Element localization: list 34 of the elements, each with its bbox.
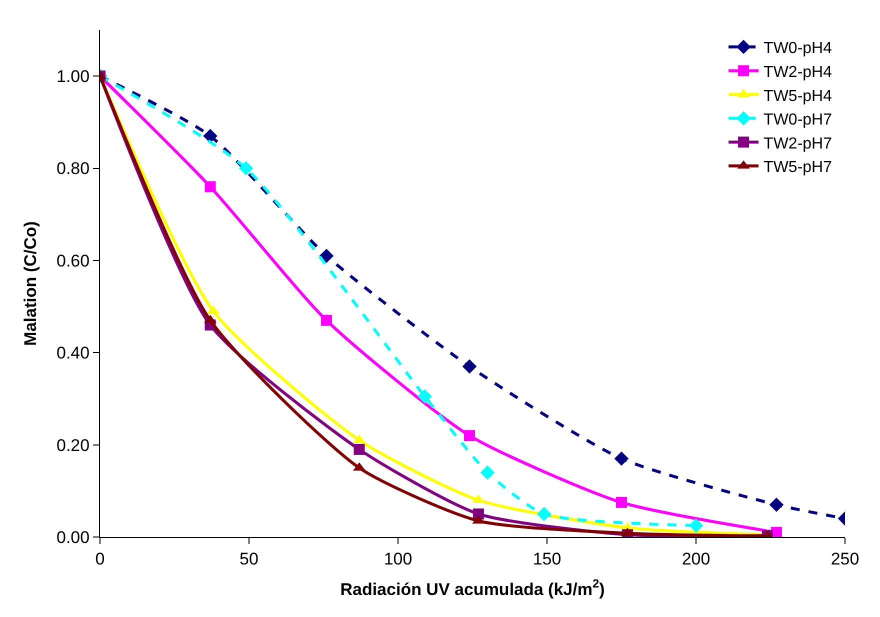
y-tick-label: 0.20 <box>56 436 90 455</box>
point <box>204 181 216 192</box>
x-tick-label: 50 <box>240 549 258 568</box>
x-tick-label: 150 <box>532 549 562 568</box>
legend-label: TW0-pH4 <box>764 40 832 58</box>
legend-label: TW0-pH7 <box>764 112 832 129</box>
y-tick-label: 0.00 <box>56 528 90 547</box>
point <box>354 444 365 455</box>
point <box>319 248 334 263</box>
point <box>320 314 332 326</box>
point <box>480 465 495 480</box>
legend-label: TW2-pH7 <box>764 135 832 152</box>
legend-label: TW5-pH7 <box>764 159 832 176</box>
point <box>688 518 704 533</box>
y-tick-label: 0.80 <box>56 159 90 178</box>
legend-label: TW5-pH4 <box>764 88 832 105</box>
x-tick-label: 100 <box>384 549 412 568</box>
y-tick-label: 0.40 <box>56 344 90 363</box>
point <box>769 498 784 512</box>
point <box>616 496 627 508</box>
point <box>464 430 476 442</box>
y-tick-label: 1.00 <box>56 67 90 86</box>
point <box>614 452 629 466</box>
point <box>536 506 552 522</box>
y-tick-label: 0.60 <box>56 251 90 270</box>
point <box>418 389 432 404</box>
point <box>238 161 254 176</box>
x-tick-label: 0 <box>95 549 105 568</box>
legend-label: TW2-pH4 <box>764 64 832 81</box>
y-axis-title: Malation (C/Co) <box>21 221 40 346</box>
x-axis-title: Radiación UV acumulada (kJ/m$^{2}$) <box>340 576 605 599</box>
x-tick-label: 200 <box>682 549 710 568</box>
point <box>462 359 477 374</box>
x-tick-label: 250 <box>830 549 860 568</box>
